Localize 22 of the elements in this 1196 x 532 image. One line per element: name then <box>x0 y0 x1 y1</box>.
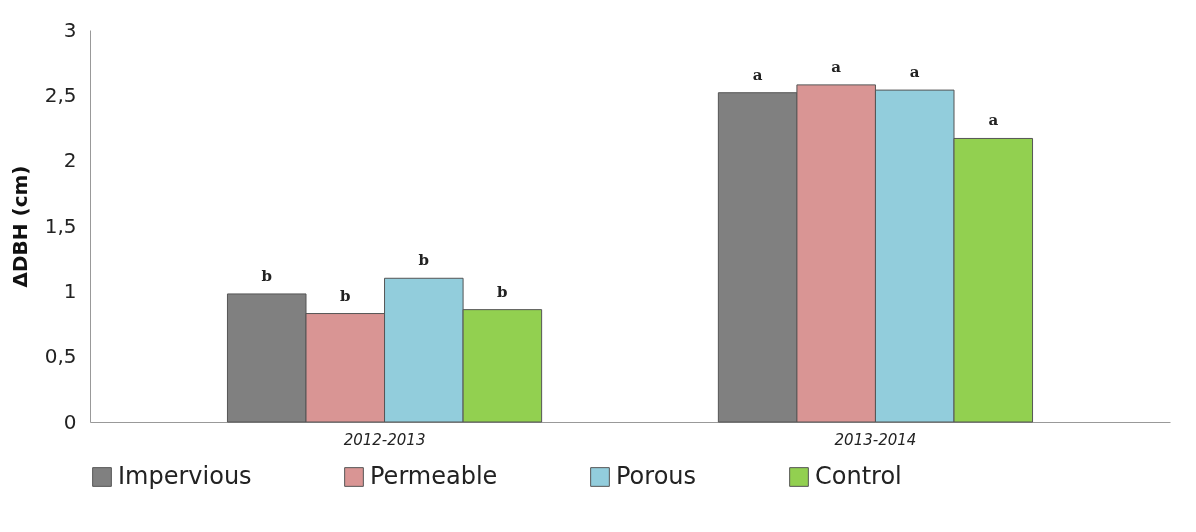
data-label: b <box>418 251 430 270</box>
data-label: a <box>831 57 842 76</box>
legend-label: Impervious <box>118 462 252 490</box>
y-tick-label: 1 <box>63 278 77 303</box>
y-tick-label: 3 <box>63 17 77 42</box>
data-label: b <box>340 286 351 305</box>
data-label: b <box>497 282 508 301</box>
legend-label: Control <box>815 462 902 490</box>
y-tick-label: 2 <box>63 148 77 173</box>
legend-label: Porous <box>616 462 697 490</box>
y-tick-label: 2,5 <box>44 82 77 107</box>
data-label: a <box>988 111 999 130</box>
x-tick-label: 2013-2014 <box>834 430 917 449</box>
data-label: b <box>261 266 272 285</box>
x-tick-label: 2012-2013 <box>343 430 426 449</box>
legend-label: Permeable <box>370 462 498 490</box>
y-tick-label: 0 <box>63 409 77 434</box>
y-tick-label: 1,5 <box>44 213 77 238</box>
y-axis-title: ΔDBH (cm) <box>7 165 32 288</box>
data-label: a <box>909 63 920 82</box>
y-tick-label: 0,5 <box>44 344 77 369</box>
data-label: a <box>752 65 763 84</box>
